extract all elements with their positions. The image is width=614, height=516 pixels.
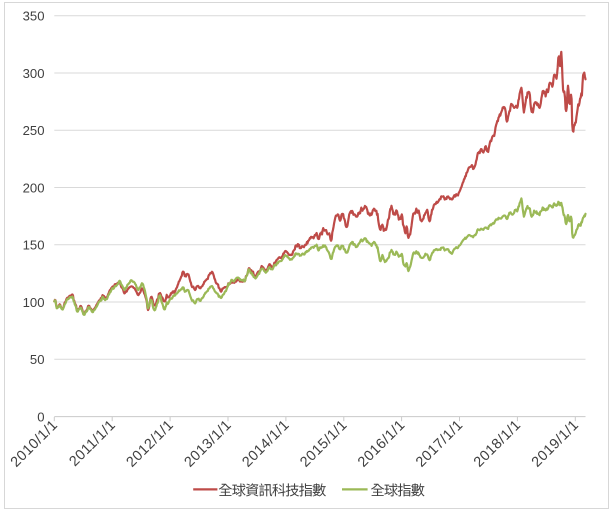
svg-text:50: 50 xyxy=(30,352,45,367)
svg-text:0: 0 xyxy=(37,409,44,424)
svg-text:250: 250 xyxy=(23,123,45,138)
svg-text:100: 100 xyxy=(23,295,45,310)
svg-text:150: 150 xyxy=(23,238,45,253)
svg-text:200: 200 xyxy=(23,180,45,195)
svg-text:350: 350 xyxy=(23,9,45,24)
svg-text:300: 300 xyxy=(23,66,45,81)
